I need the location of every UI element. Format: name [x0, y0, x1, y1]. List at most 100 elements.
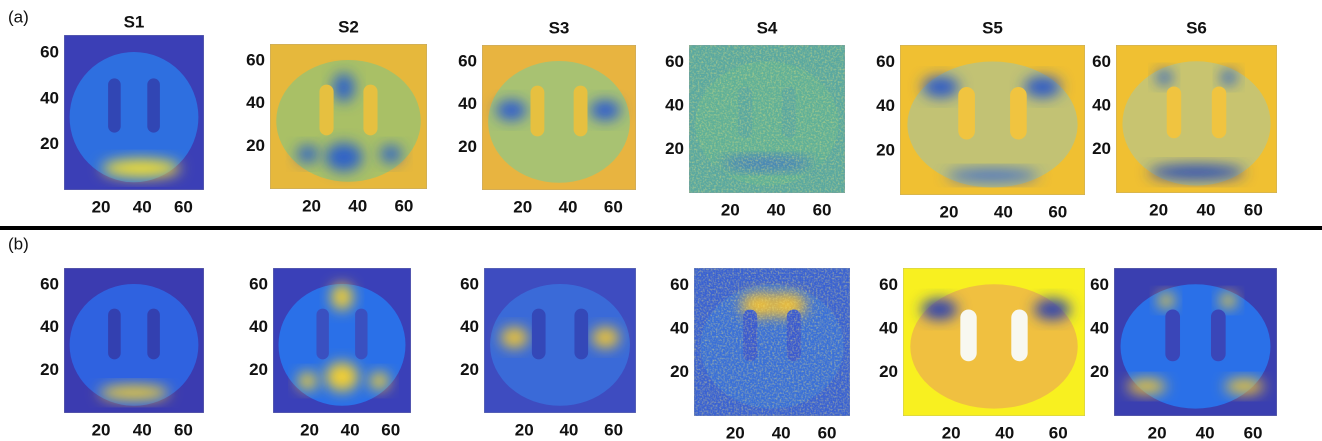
noise: [689, 45, 845, 193]
panel-image: [694, 268, 850, 416]
blob: [379, 145, 402, 163]
y-tick-label: 40: [879, 318, 898, 337]
y-tick-label: 60: [246, 51, 265, 70]
x-tick-label: 60: [818, 423, 837, 441]
x-tick-label: 40: [133, 420, 152, 439]
y-tick-label: 60: [670, 275, 689, 294]
blob: [591, 327, 620, 348]
y-tick-label: 20: [879, 362, 898, 381]
y-tick-label: 60: [249, 275, 268, 294]
blob: [1023, 76, 1061, 98]
y-tick-label: 60: [876, 52, 895, 71]
blob: [1224, 379, 1264, 394]
eye: [355, 308, 368, 360]
y-tick-label: 40: [1092, 95, 1111, 114]
panel-image: [270, 44, 427, 189]
panel-image: [482, 45, 636, 190]
y-tick-label: 40: [665, 95, 684, 114]
eye: [316, 308, 329, 360]
blob: [1148, 164, 1245, 180]
blob: [332, 73, 355, 102]
y-tick-label: 40: [246, 93, 265, 112]
blob: [297, 372, 318, 390]
blob: [500, 327, 529, 348]
y-tick-label: 40: [876, 96, 895, 115]
y-tick-label: 20: [665, 139, 684, 158]
noise: [694, 268, 850, 416]
x-tick-label: 60: [174, 197, 193, 216]
y-tick-label: 20: [876, 140, 895, 159]
y-tick-label: 60: [1090, 275, 1109, 294]
panel-image: [64, 35, 204, 190]
y-tick-label: 20: [40, 134, 59, 153]
blob: [1219, 293, 1237, 308]
x-tick-label: 40: [994, 202, 1013, 221]
y-tick-label: 20: [40, 360, 59, 379]
eye: [531, 308, 546, 360]
x-tick-label: 40: [995, 423, 1014, 441]
y-tick-label: 20: [458, 137, 477, 156]
blob: [1127, 379, 1167, 394]
x-tick-label: 60: [381, 420, 400, 439]
blob: [922, 76, 960, 98]
y-tick-label: 40: [460, 317, 479, 336]
eye: [530, 85, 545, 137]
x-tick-label: 60: [604, 197, 623, 216]
panel-title: S4: [757, 18, 778, 37]
x-tick-label: 60: [1049, 423, 1068, 441]
x-tick-label: 40: [559, 197, 578, 216]
y-tick-label: 60: [460, 275, 479, 294]
face: [69, 283, 199, 406]
panel-image: [1114, 268, 1277, 416]
eye: [958, 87, 975, 140]
blob: [921, 299, 958, 320]
y-tick-label: 60: [879, 275, 898, 294]
panel-image: [484, 268, 636, 413]
x-tick-label: 40: [341, 420, 360, 439]
x-tick-label: 40: [348, 196, 367, 215]
blob: [324, 142, 363, 172]
panel-title: S6: [1186, 18, 1207, 37]
blob: [101, 159, 181, 178]
y-tick-label: 20: [246, 136, 265, 155]
panel-title: S5: [982, 18, 1003, 37]
blob: [1034, 299, 1071, 320]
x-tick-label: 40: [133, 197, 152, 216]
x-tick-label: 60: [1244, 423, 1263, 441]
panel-image: [900, 45, 1085, 195]
y-tick-label: 20: [670, 362, 689, 381]
y-tick-label: 20: [460, 360, 479, 379]
x-tick-label: 40: [559, 420, 578, 439]
eye: [1010, 87, 1027, 140]
eye: [363, 84, 378, 136]
x-tick-label: 40: [767, 200, 786, 219]
blob: [1220, 70, 1237, 85]
blob: [325, 362, 359, 392]
eye: [1211, 86, 1227, 139]
eye: [574, 308, 589, 360]
x-tick-label: 40: [1196, 423, 1215, 441]
blob: [495, 100, 527, 121]
panel-image: [64, 268, 204, 413]
x-tick-label: 20: [726, 423, 745, 441]
x-tick-label: 20: [300, 420, 319, 439]
blob: [589, 100, 621, 121]
eye: [108, 78, 121, 133]
x-tick-label: 60: [604, 420, 623, 439]
y-tick-label: 60: [1092, 52, 1111, 71]
y-tick-label: 20: [249, 360, 268, 379]
eye: [147, 78, 160, 133]
x-tick-label: 20: [940, 202, 959, 221]
y-tick-label: 20: [1090, 362, 1109, 381]
eye: [573, 85, 588, 137]
x-tick-label: 20: [92, 420, 111, 439]
x-tick-label: 20: [302, 196, 321, 215]
y-tick-label: 40: [40, 317, 59, 336]
row-label: (b): [8, 234, 29, 253]
blob: [1156, 70, 1173, 85]
row-label: (a): [8, 7, 29, 26]
x-tick-label: 20: [942, 423, 961, 441]
eye: [108, 308, 121, 360]
x-tick-label: 40: [1197, 200, 1216, 219]
